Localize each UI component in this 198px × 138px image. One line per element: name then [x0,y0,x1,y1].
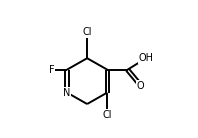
Text: OH: OH [139,53,154,63]
Text: Cl: Cl [103,110,112,120]
Text: N: N [63,87,71,98]
Text: O: O [137,81,145,91]
Text: Cl: Cl [82,27,92,38]
Text: F: F [49,65,54,75]
